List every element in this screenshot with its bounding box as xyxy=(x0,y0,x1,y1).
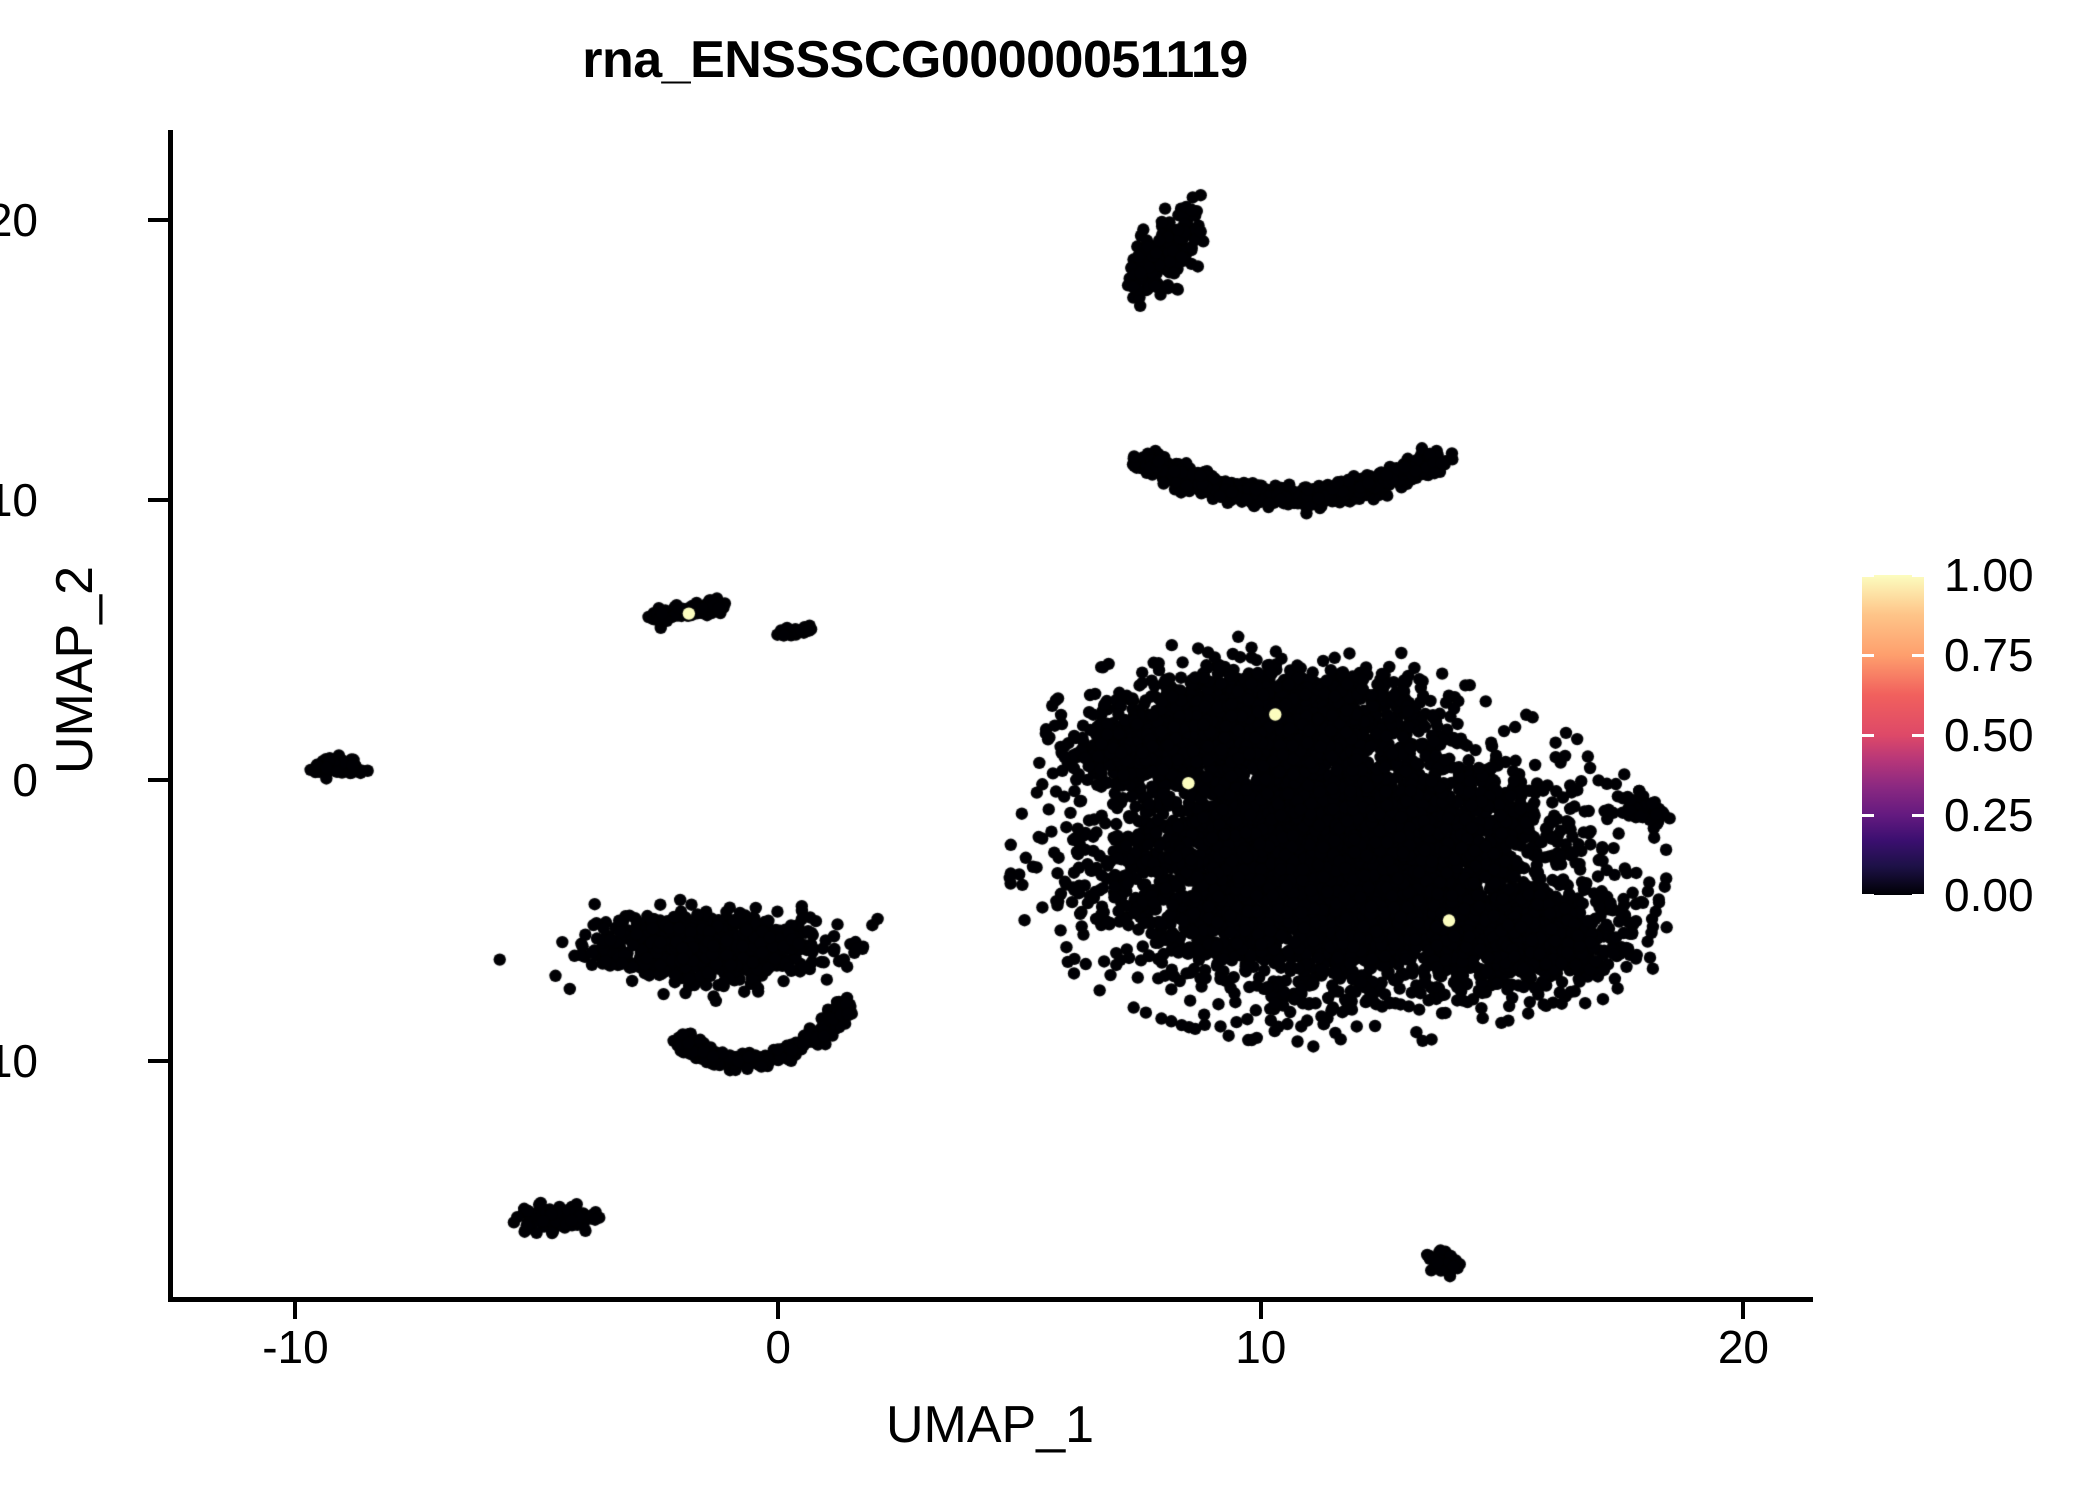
colorbar-tick-mark xyxy=(1912,654,1924,657)
colorbar-tick-mark xyxy=(1912,734,1924,737)
colorbar-tick-mark xyxy=(1862,894,1874,897)
x-tick-mark xyxy=(1258,1297,1263,1319)
y-tick-mark xyxy=(148,1058,170,1063)
colorbar-tick-mark xyxy=(1912,814,1924,817)
x-tick-mark xyxy=(293,1297,298,1319)
colorbar-tick-label: 0.75 xyxy=(1944,629,2034,681)
y-tick-label: 20 xyxy=(0,193,38,246)
x-tick-label: 0 xyxy=(765,1321,791,1373)
y-tick-mark xyxy=(148,778,170,783)
y-tick-label: -10 xyxy=(0,1034,38,1087)
colorbar-tick-label: 0.00 xyxy=(1944,869,2034,921)
x-tick-label: 10 xyxy=(1235,1321,1287,1373)
y-tick-label: 10 xyxy=(0,474,38,527)
x-tick-mark xyxy=(776,1297,781,1319)
x-tick-label: 20 xyxy=(1717,1321,1770,1373)
colorbar-tick-mark xyxy=(1862,574,1874,577)
x-tick-label: -10 xyxy=(262,1321,329,1373)
colorbar-tick-mark xyxy=(1862,734,1874,737)
y-tick-label: 0 xyxy=(12,754,38,807)
colorbar-tick-mark xyxy=(1862,654,1874,657)
colorbar-tick-label: 0.25 xyxy=(1944,789,2034,841)
colorbar-tick-label: 1.00 xyxy=(1944,549,2034,601)
colorbar-tick-mark xyxy=(1912,894,1924,897)
x-tick-mark xyxy=(1741,1297,1746,1319)
colorbar-tick-label: 0.50 xyxy=(1944,709,2034,761)
y-tick-mark xyxy=(148,217,170,222)
colorbar-tick-mark xyxy=(1862,814,1874,817)
colorbar-tick-mark xyxy=(1912,574,1924,577)
y-tick-mark xyxy=(148,498,170,503)
